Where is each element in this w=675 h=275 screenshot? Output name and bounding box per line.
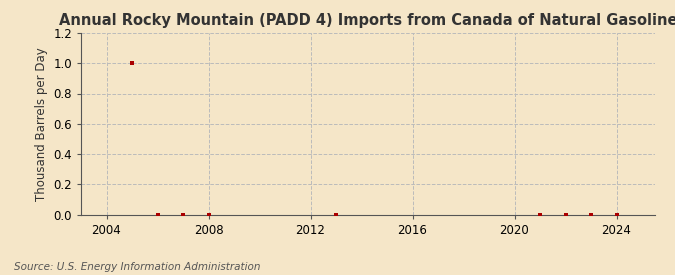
Point — [586, 212, 597, 217]
Point — [203, 212, 214, 217]
Title: Annual Rocky Mountain (PADD 4) Imports from Canada of Natural Gasoline: Annual Rocky Mountain (PADD 4) Imports f… — [59, 13, 675, 28]
Point — [178, 212, 188, 217]
Point — [611, 212, 622, 217]
Y-axis label: Thousand Barrels per Day: Thousand Barrels per Day — [34, 47, 48, 201]
Point — [535, 212, 545, 217]
Point — [152, 212, 163, 217]
Point — [331, 212, 342, 217]
Text: Source: U.S. Energy Information Administration: Source: U.S. Energy Information Administ… — [14, 262, 260, 272]
Point — [127, 61, 138, 65]
Point — [560, 212, 571, 217]
